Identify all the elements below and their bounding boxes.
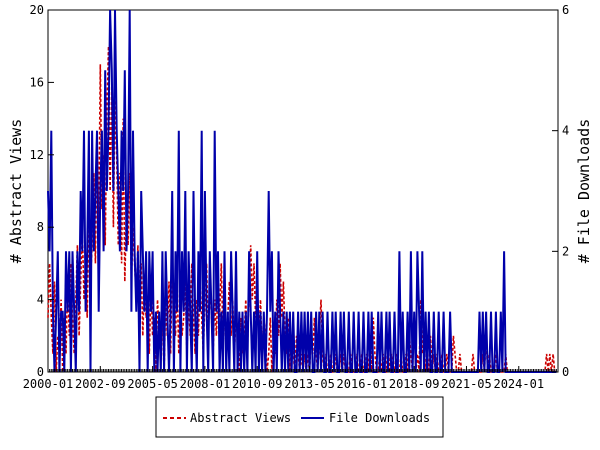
- right-y-tick-label: 4: [562, 124, 569, 138]
- left-y-axis: 0 4 8 12 16 20: [30, 3, 54, 379]
- left-y-tick-label: 20: [30, 3, 44, 17]
- x-tick-label: 2002-09: [75, 377, 126, 391]
- left-y-tick-label: 4: [37, 293, 44, 307]
- x-axis: 2000-01 2002-09 2005-05 2008-01 2010-09 2013-…: [23, 366, 559, 391]
- plot-area: [47, 9, 559, 373]
- right-axis-title: # File Downloads: [575, 119, 593, 264]
- plot-frame: [47, 9, 559, 373]
- legend-label-abstract-views: Abstract Views: [190, 411, 291, 425]
- left-y-tick-label: 8: [37, 220, 44, 234]
- legend: Abstract Views File Downloads: [155, 396, 444, 438]
- x-tick-label: 2010-09: [232, 377, 283, 391]
- x-tick-label: 2016-01: [337, 377, 388, 391]
- x-tick-label: 2021-05: [441, 377, 492, 391]
- right-y-axis: 0 2 4 6: [552, 3, 569, 379]
- x-tick-label: 2024-01: [493, 377, 544, 391]
- x-tick-label: 2008-01: [180, 377, 231, 391]
- left-y-tick-label: 12: [30, 148, 44, 162]
- legend-box: [155, 396, 444, 438]
- x-tick-label: 2000-01: [23, 377, 74, 391]
- x-tick-label: 2018-09: [389, 377, 440, 391]
- x-tick-label: 2013-05: [284, 377, 335, 391]
- right-y-tick-label: 0: [562, 365, 569, 379]
- right-y-tick-label: 6: [562, 3, 569, 17]
- x-tick-label: 2005-05: [127, 377, 178, 391]
- legend-label-file-downloads: File Downloads: [329, 411, 430, 425]
- right-y-tick-label: 2: [562, 244, 569, 258]
- left-y-tick-label: 16: [30, 75, 44, 89]
- left-axis-title: # Abstract Views: [7, 119, 25, 264]
- left-y-tick-label: 0: [37, 365, 44, 379]
